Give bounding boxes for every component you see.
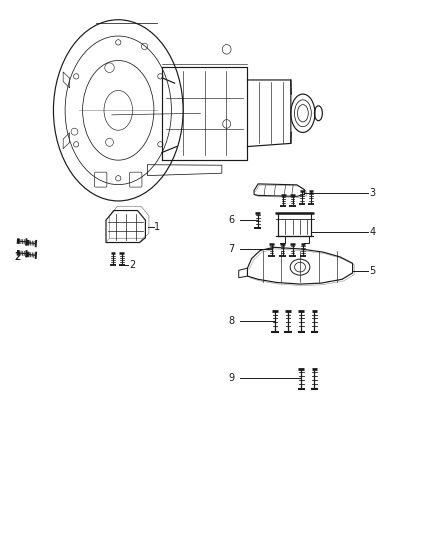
Text: 7: 7	[228, 244, 234, 254]
Text: 9: 9	[228, 374, 234, 383]
Text: 6: 6	[228, 215, 234, 224]
Text: 4: 4	[369, 227, 375, 237]
Text: 8: 8	[228, 316, 234, 326]
Text: 2: 2	[14, 252, 20, 262]
Text: 2: 2	[129, 261, 135, 270]
Text: 1: 1	[154, 222, 160, 231]
Text: 5: 5	[369, 266, 375, 276]
Text: 2: 2	[14, 252, 20, 262]
Text: 3: 3	[369, 189, 375, 198]
